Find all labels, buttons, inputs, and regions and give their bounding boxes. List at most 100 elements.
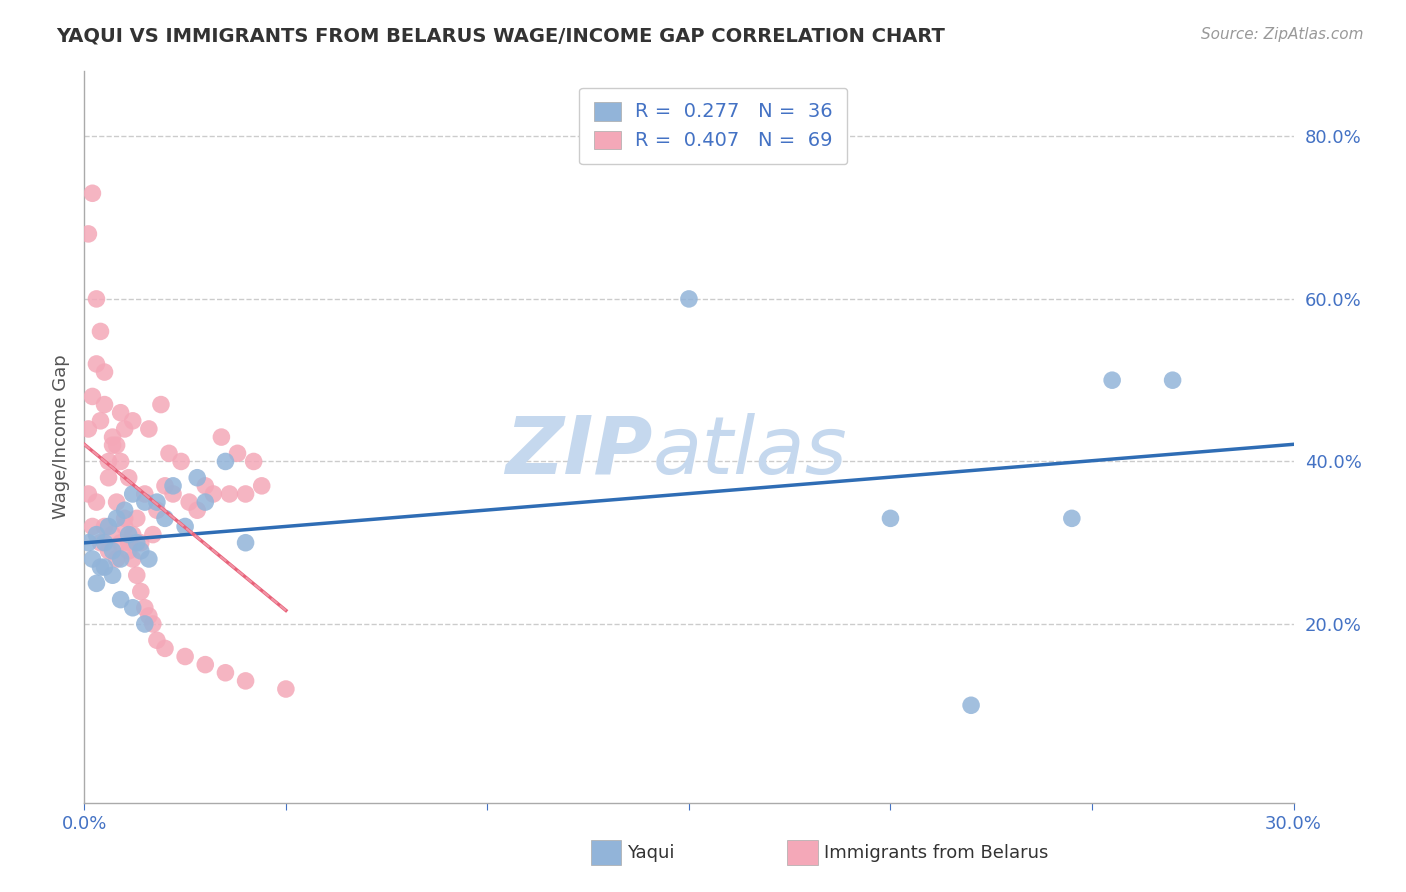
Point bbox=[118, 527, 141, 541]
Point bbox=[1060, 511, 1083, 525]
Point bbox=[125, 535, 148, 549]
Point bbox=[86, 292, 108, 306]
Point bbox=[214, 665, 236, 680]
Point bbox=[179, 495, 201, 509]
Y-axis label: Wage/Income Gap: Wage/Income Gap bbox=[52, 355, 70, 519]
Point bbox=[121, 600, 143, 615]
Point bbox=[86, 527, 108, 541]
Point bbox=[142, 617, 165, 632]
Point bbox=[77, 227, 100, 241]
Point bbox=[194, 657, 217, 672]
Point bbox=[110, 535, 132, 549]
Point bbox=[174, 519, 197, 533]
Point bbox=[93, 560, 115, 574]
Text: atlas: atlas bbox=[652, 413, 848, 491]
Point bbox=[77, 535, 100, 549]
Point bbox=[89, 414, 111, 428]
Point bbox=[114, 503, 136, 517]
Point bbox=[105, 438, 128, 452]
Point bbox=[138, 608, 160, 623]
Point bbox=[110, 592, 132, 607]
Point bbox=[174, 649, 197, 664]
Text: YAQUI VS IMMIGRANTS FROM BELARUS WAGE/INCOME GAP CORRELATION CHART: YAQUI VS IMMIGRANTS FROM BELARUS WAGE/IN… bbox=[56, 27, 945, 45]
Point bbox=[186, 503, 208, 517]
Point bbox=[134, 495, 156, 509]
Point bbox=[250, 479, 273, 493]
Point bbox=[105, 511, 128, 525]
Point bbox=[153, 479, 176, 493]
Point bbox=[162, 487, 184, 501]
Point bbox=[89, 535, 111, 549]
Point bbox=[153, 641, 176, 656]
Point bbox=[162, 479, 184, 493]
Text: Immigrants from Belarus: Immigrants from Belarus bbox=[824, 844, 1049, 862]
Point bbox=[678, 292, 700, 306]
Point bbox=[134, 487, 156, 501]
Point bbox=[235, 487, 257, 501]
Point bbox=[134, 617, 156, 632]
Point bbox=[86, 576, 108, 591]
Point bbox=[186, 471, 208, 485]
Point bbox=[214, 454, 236, 468]
Point bbox=[146, 633, 169, 648]
Point bbox=[146, 495, 169, 509]
Point bbox=[110, 552, 132, 566]
Point bbox=[89, 560, 111, 574]
Point bbox=[235, 673, 257, 688]
Point bbox=[879, 511, 901, 525]
Point bbox=[138, 422, 160, 436]
Point bbox=[97, 519, 120, 533]
Point bbox=[89, 325, 111, 339]
Point bbox=[77, 487, 100, 501]
Point bbox=[93, 398, 115, 412]
Point bbox=[93, 535, 115, 549]
Point bbox=[129, 584, 152, 599]
Point bbox=[93, 365, 115, 379]
Point bbox=[110, 454, 132, 468]
Point bbox=[1161, 373, 1184, 387]
Point bbox=[142, 527, 165, 541]
Point bbox=[101, 430, 124, 444]
Point bbox=[121, 414, 143, 428]
Point bbox=[105, 552, 128, 566]
Point bbox=[129, 535, 152, 549]
Point bbox=[125, 568, 148, 582]
Point bbox=[202, 487, 225, 501]
Text: ZIP: ZIP bbox=[505, 413, 652, 491]
Point bbox=[153, 511, 176, 525]
Point bbox=[101, 438, 124, 452]
Point bbox=[82, 186, 104, 201]
Point bbox=[101, 527, 124, 541]
Point bbox=[170, 454, 193, 468]
Point bbox=[97, 471, 120, 485]
Point bbox=[82, 519, 104, 533]
Point bbox=[218, 487, 240, 501]
Point bbox=[118, 544, 141, 558]
Point bbox=[242, 454, 264, 468]
Point bbox=[82, 552, 104, 566]
Point bbox=[86, 495, 108, 509]
Text: Yaqui: Yaqui bbox=[627, 844, 675, 862]
Point bbox=[93, 519, 115, 533]
Point bbox=[105, 495, 128, 509]
Point bbox=[121, 552, 143, 566]
Point bbox=[274, 681, 297, 696]
Point bbox=[194, 479, 217, 493]
Point bbox=[138, 552, 160, 566]
Point bbox=[101, 544, 124, 558]
Point bbox=[960, 698, 983, 713]
Point bbox=[226, 446, 249, 460]
Point bbox=[121, 527, 143, 541]
Point bbox=[114, 422, 136, 436]
Point bbox=[209, 430, 232, 444]
Point bbox=[235, 535, 257, 549]
Point bbox=[194, 495, 217, 509]
Point bbox=[110, 406, 132, 420]
Point bbox=[146, 503, 169, 517]
Point bbox=[118, 535, 141, 549]
Point bbox=[114, 511, 136, 525]
Point bbox=[114, 519, 136, 533]
Point bbox=[129, 544, 152, 558]
Text: Source: ZipAtlas.com: Source: ZipAtlas.com bbox=[1201, 27, 1364, 42]
Point bbox=[1101, 373, 1123, 387]
